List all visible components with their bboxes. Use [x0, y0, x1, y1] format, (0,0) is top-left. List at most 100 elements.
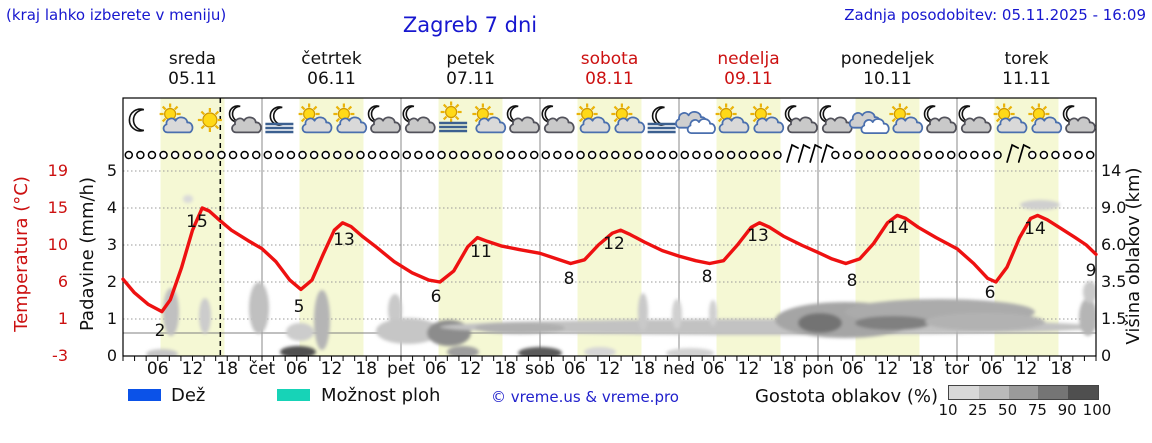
x-time-label: 18 [1050, 359, 1073, 379]
temp-curve-label: 5 [293, 297, 305, 317]
wind-calm-icon [750, 150, 759, 160]
temp-curve-label: 6 [984, 283, 996, 303]
cloud-density-gradient-bar [948, 385, 1099, 400]
x-time-label: 18 [216, 359, 239, 379]
wind-calm-icon [854, 150, 863, 160]
gradient-segment [949, 386, 979, 399]
wind-calm-icon [738, 150, 747, 160]
cloud-tick-label: 3.5 [1101, 272, 1127, 291]
gradient-stop-label: 10 [938, 401, 958, 419]
wind-calm-icon [599, 150, 608, 160]
temp-curve-label: 13 [333, 230, 355, 250]
gradient-segment [1068, 386, 1098, 399]
day-date: 05.11 [168, 69, 217, 89]
temp-curve-label: 2 [154, 321, 166, 341]
last-updated-text: Zadnja posodobitev: 05.11.2025 - 16:09 [844, 6, 1146, 24]
rain-legend-label: Dež [171, 385, 206, 406]
x-day-abbrev: čet [248, 359, 276, 379]
weather-icon-moon-cloud [958, 105, 992, 134]
wind-barb-icon [809, 143, 823, 163]
wind-calm-icon [367, 150, 377, 160]
temp-curve-label: 8 [846, 271, 858, 291]
wind-calm-icon [205, 150, 215, 160]
wind-calm-icon [576, 150, 585, 160]
weather-icon-sun-cloud [611, 103, 646, 134]
wind-calm-icon [344, 150, 354, 160]
x-time-label: 06 [563, 359, 586, 379]
cloud-tick-label: 9.0 [1101, 198, 1127, 217]
day-date: 08.11 [585, 69, 634, 89]
x-day-abbrev: pon [802, 359, 834, 379]
wind-calm-icon [182, 150, 191, 160]
wind-calm-icon [136, 150, 145, 160]
wind-calm-icon [622, 150, 632, 160]
weather-icon-sun-cloud [1028, 103, 1063, 134]
day-name: četrtek [301, 49, 362, 69]
gradient-stop-label: 50 [998, 401, 1018, 419]
wind-calm-icon [228, 150, 238, 160]
wind-calm-icon [275, 150, 284, 160]
day-name: sreda [168, 49, 217, 69]
cloud-tick-label: 1.5 [1101, 309, 1127, 328]
wind-calm-icon [970, 150, 979, 160]
wind-calm-icon [645, 150, 655, 160]
x-time-label: 12 [1015, 359, 1038, 379]
gradient-stop-label: 90 [1057, 401, 1077, 419]
wind-calm-icon [390, 150, 400, 160]
wind-calm-icon [124, 150, 134, 160]
wind-calm-icon [217, 150, 226, 160]
temp-curve-label: 15 [186, 212, 208, 232]
gradient-stop-label: 75 [1027, 401, 1047, 419]
wind-calm-icon [460, 150, 469, 160]
temp-tick-label: 19 [47, 161, 68, 180]
x-time-label: 06 [285, 359, 308, 379]
weather-icon-moon-cloud [506, 105, 540, 134]
temp-curve-label: 13 [747, 226, 769, 246]
daylight-band [438, 98, 503, 356]
copyright-link[interactable]: © vreme.us & vreme.pro [491, 388, 679, 406]
temp-tick-label: -3 [52, 346, 68, 365]
x-day-abbrev: sob [524, 359, 556, 379]
temp-curve-label: 14 [1024, 219, 1046, 239]
wind-calm-icon [1074, 150, 1083, 160]
wind-calm-icon [309, 150, 319, 160]
precip-tick-label: 2 [106, 272, 117, 291]
temp-curve-label: 14 [887, 218, 909, 238]
temp-curve-label: 8 [701, 267, 713, 287]
gradient-segment [1038, 386, 1069, 399]
wind-calm-icon [715, 150, 724, 160]
wind-barb-icon [820, 143, 834, 163]
wind-calm-icon [495, 150, 504, 160]
x-time-label: 06 [980, 359, 1003, 379]
wind-calm-icon [657, 150, 666, 160]
weather-icon-sun-cloud [576, 103, 611, 134]
gradient-segment [978, 386, 1009, 399]
wind-calm-icon [889, 150, 898, 160]
precip-tick-label: 3 [106, 235, 117, 254]
day-date: 06.11 [307, 69, 356, 89]
wind-calm-icon [240, 150, 249, 160]
wind-calm-icon [1051, 150, 1060, 160]
cloud-tick-label: 14 [1101, 161, 1122, 180]
x-time-label: 12 [737, 359, 760, 379]
gradient-stop-label: 100 [1082, 401, 1112, 419]
weather-icon-sun-cloud [298, 103, 333, 134]
x-time-label: 18 [355, 359, 378, 379]
x-time-label: 12 [598, 359, 621, 379]
wind-calm-icon [286, 150, 296, 160]
rain-legend-swatch [128, 389, 161, 401]
wind-calm-icon [692, 150, 701, 160]
wind-calm-icon [194, 150, 203, 160]
wind-calm-icon [773, 150, 782, 160]
cloud-density-field [146, 195, 1096, 356]
x-time-label: 18 [633, 359, 656, 379]
wind-calm-icon [587, 150, 597, 160]
wind-calm-icon [414, 150, 423, 160]
weather-icon-sun-cloud [159, 103, 194, 134]
wind-calm-icon [958, 150, 968, 160]
temp-tick-label: 10 [47, 235, 68, 254]
wind-calm-icon [680, 150, 690, 160]
temp-curve-label: 11 [470, 242, 492, 262]
